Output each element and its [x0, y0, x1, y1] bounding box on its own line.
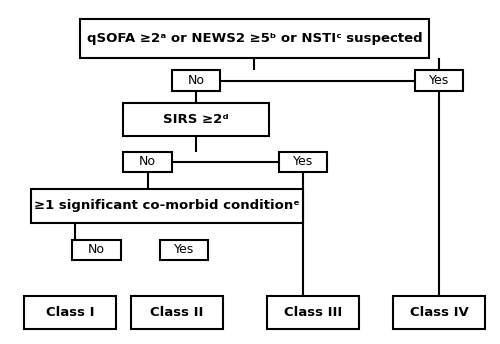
Text: Class III: Class III: [284, 306, 342, 319]
Text: Class II: Class II: [150, 306, 204, 319]
Text: No: No: [88, 243, 105, 256]
FancyBboxPatch shape: [72, 240, 121, 260]
Text: Yes: Yes: [429, 74, 449, 87]
FancyBboxPatch shape: [124, 103, 269, 137]
FancyBboxPatch shape: [172, 71, 220, 91]
FancyBboxPatch shape: [160, 240, 208, 260]
Text: SIRS ≥2ᵈ: SIRS ≥2ᵈ: [164, 113, 229, 126]
Text: No: No: [188, 74, 204, 87]
FancyBboxPatch shape: [393, 295, 485, 329]
FancyBboxPatch shape: [124, 152, 172, 172]
Text: ≥1 significant co-morbid conditionᵉ: ≥1 significant co-morbid conditionᵉ: [34, 199, 300, 212]
Text: Yes: Yes: [293, 155, 313, 168]
Text: No: No: [139, 155, 156, 168]
FancyBboxPatch shape: [31, 189, 303, 223]
Text: Class IV: Class IV: [410, 306, 469, 319]
FancyBboxPatch shape: [130, 295, 223, 329]
Text: qSOFA ≥2ᵃ or NEWS2 ≥5ᵇ or NSTIᶜ suspected: qSOFA ≥2ᵃ or NEWS2 ≥5ᵇ or NSTIᶜ suspecte…: [86, 32, 422, 45]
Text: Yes: Yes: [174, 243, 194, 256]
FancyBboxPatch shape: [24, 295, 116, 329]
Text: Class I: Class I: [46, 306, 94, 319]
FancyBboxPatch shape: [80, 19, 429, 58]
FancyBboxPatch shape: [278, 152, 328, 172]
FancyBboxPatch shape: [414, 71, 463, 91]
FancyBboxPatch shape: [266, 295, 359, 329]
